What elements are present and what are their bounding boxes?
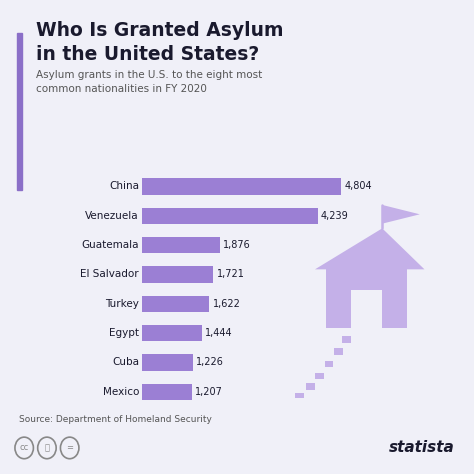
Text: statista: statista [389, 440, 455, 455]
Text: 1,876: 1,876 [223, 240, 251, 250]
Bar [351, 291, 382, 328]
Bar [342, 337, 351, 343]
Bar [325, 361, 333, 367]
Text: Venezuela: Venezuela [85, 211, 139, 221]
Bar [334, 348, 343, 355]
Bar [142, 237, 220, 253]
Text: =: = [66, 444, 73, 452]
Text: 1,721: 1,721 [217, 269, 245, 280]
Text: El Salvador: El Salvador [80, 269, 139, 280]
Text: 1,622: 1,622 [213, 299, 240, 309]
Text: China: China [109, 182, 139, 191]
Text: 1,444: 1,444 [205, 328, 233, 338]
Bar [326, 269, 407, 328]
Bar [142, 208, 318, 224]
Bar [306, 383, 315, 390]
Text: Guatemala: Guatemala [82, 240, 139, 250]
Text: 1,207: 1,207 [195, 387, 223, 397]
Text: 4,804: 4,804 [344, 182, 372, 191]
Text: Cuba: Cuba [112, 357, 139, 367]
Polygon shape [315, 228, 424, 269]
Text: Turkey: Turkey [105, 299, 139, 309]
Text: ⓘ: ⓘ [45, 444, 49, 452]
Text: Source: Department of Homeland Security: Source: Department of Homeland Security [19, 415, 212, 424]
Bar [295, 392, 304, 399]
Text: cc: cc [19, 444, 29, 452]
Bar [142, 266, 213, 283]
Text: 4,239: 4,239 [321, 211, 348, 221]
Bar [142, 296, 210, 312]
Bar [142, 384, 192, 400]
Bar [142, 355, 193, 371]
Bar [142, 178, 341, 194]
Text: 1,226: 1,226 [196, 357, 224, 367]
Text: in the United States?: in the United States? [36, 45, 259, 64]
Text: Mexico: Mexico [102, 387, 139, 397]
Bar [315, 373, 324, 379]
Text: Asylum grants in the U.S. to the eight most
common nationalities in FY 2020: Asylum grants in the U.S. to the eight m… [36, 70, 262, 94]
Text: Who Is Granted Asylum: Who Is Granted Asylum [36, 21, 283, 40]
Bar [142, 325, 202, 341]
Polygon shape [382, 205, 420, 224]
Text: Egypt: Egypt [109, 328, 139, 338]
